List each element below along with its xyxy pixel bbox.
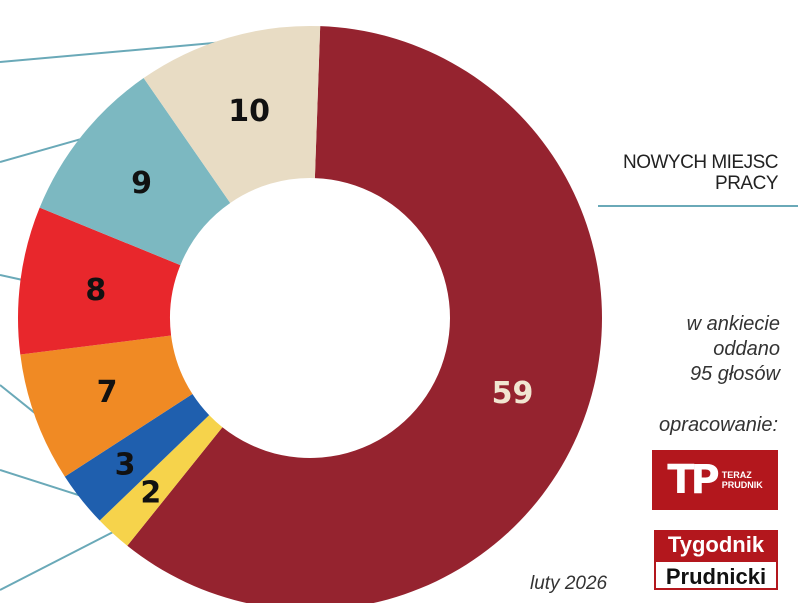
slice-label-8: 8 — [85, 273, 106, 308]
slice-label-9: 9 — [131, 166, 152, 201]
leader-line-10 — [0, 40, 229, 63]
leader-line-3 — [0, 469, 85, 498]
survey-note: w ankiecie oddano 95 głosów — [686, 313, 780, 385]
leader-line-7 — [0, 384, 41, 418]
tygodnik-logo-bottom: Prudnicki — [654, 560, 778, 590]
slice-label-3: 3 — [115, 448, 136, 483]
leader-line-8 — [0, 274, 25, 282]
slice-label-59: 59 — [492, 376, 534, 411]
opracowanie-label: opracowanie: — [659, 414, 778, 436]
slice-8 — [18, 207, 181, 355]
slice-2 — [99, 415, 223, 546]
slice-label-10: 10 — [228, 94, 270, 129]
label-nowych-miejsc-pracy: NOWYCH MIEJSC PRACY — [623, 152, 779, 194]
slice-label-2: 2 — [140, 475, 161, 510]
teraz-prudnik-logo-text: TERAZ PRUDNIK — [721, 470, 763, 490]
slice-10 — [143, 26, 321, 203]
teraz-prudnik-logo: TP TERAZ PRUDNIK — [652, 450, 778, 510]
slice-label-7: 7 — [97, 375, 118, 410]
slice-9 — [39, 78, 231, 266]
leader-line-9 — [0, 136, 86, 163]
chart-slices — [18, 26, 602, 603]
slice-3 — [64, 394, 210, 521]
chart-slice-labels: 59 23 7 8 9 10 — [85, 94, 533, 510]
tygodnik-logo-top: Tygodnik — [654, 530, 778, 560]
slice-7 — [20, 335, 193, 477]
leader-line-2 — [0, 529, 117, 591]
tygodnik-prudnicki-logo: Tygodnik Prudnicki — [654, 530, 778, 594]
slice-59 — [127, 26, 602, 603]
leader-lines — [0, 40, 798, 591]
date-label: luty 2026 — [530, 573, 608, 594]
teraz-prudnik-logo-mark: TP — [667, 457, 720, 503]
